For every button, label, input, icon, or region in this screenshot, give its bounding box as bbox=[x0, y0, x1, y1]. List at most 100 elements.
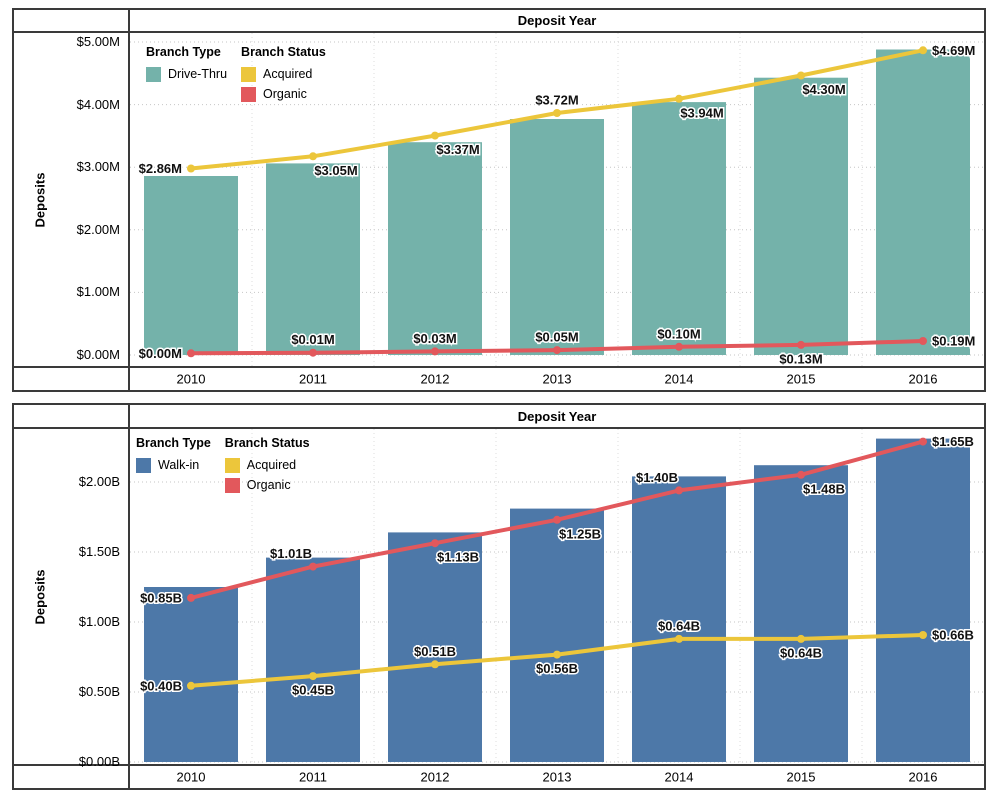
y-tick-label: $1.00M bbox=[76, 284, 120, 300]
y-axis-title: Deposits bbox=[32, 172, 48, 227]
data-label: $1.48B bbox=[803, 481, 845, 496]
y-axis: Deposits $0.00B $0.50B $1.00B $1.50B $2.00B bbox=[14, 429, 130, 769]
legend-item-acquired[interactable]: Acquired bbox=[241, 64, 326, 84]
bar-2012[interactable] bbox=[388, 142, 482, 355]
legend-item-label: Acquired bbox=[263, 67, 313, 81]
legend-item-label: Organic bbox=[246, 478, 291, 492]
data-label: $0.56B bbox=[536, 661, 578, 676]
legend-item-label: Acquired bbox=[246, 458, 297, 472]
y-tick-label: $4.00M bbox=[76, 96, 120, 112]
x-axis: 2010 2011 2012 2013 2014 2015 2016 bbox=[130, 764, 984, 788]
marker-organic-2011[interactable] bbox=[309, 348, 317, 357]
x-tick-label-2011: 2011 bbox=[299, 769, 327, 785]
x-tick-label-2010: 2010 bbox=[176, 371, 206, 387]
marker-organic-2012[interactable] bbox=[431, 539, 439, 548]
marker-acquired-2014[interactable] bbox=[675, 94, 683, 103]
marker-acquired-2015[interactable] bbox=[797, 71, 805, 80]
data-label: $0.40B bbox=[140, 678, 182, 693]
marker-organic-2013[interactable] bbox=[553, 346, 561, 355]
bar-2010[interactable] bbox=[144, 587, 238, 762]
legend-swatch-icon bbox=[241, 86, 257, 102]
y-axis: Deposits $0.00M $1.00M $2.00M $3.00M $4.00M $… bbox=[14, 33, 130, 366]
marker-acquired-2010[interactable] bbox=[187, 164, 195, 173]
marker-organic-2013[interactable] bbox=[553, 515, 561, 524]
bar-2010[interactable] bbox=[144, 176, 238, 355]
legend-branch-status-header: Branch Status bbox=[224, 436, 310, 450]
bar-2013[interactable] bbox=[510, 119, 604, 355]
data-label: $3.05M bbox=[314, 163, 357, 178]
data-label: $3.94M bbox=[680, 105, 723, 120]
data-label: $0.05M bbox=[535, 330, 578, 345]
bar-2012[interactable] bbox=[388, 532, 482, 762]
data-label: $0.13M bbox=[779, 351, 822, 366]
bar-2015[interactable] bbox=[754, 465, 848, 762]
x-tick-label-2012: 2012 bbox=[420, 769, 450, 785]
marker-organic-2014[interactable] bbox=[675, 486, 683, 495]
x-tick-label-2016: 2016 bbox=[908, 371, 938, 387]
bar-2015[interactable] bbox=[754, 77, 848, 355]
plot-svg-drive-thru: $2.86M $3.05M $3.37M $3.72M $3.94M $4.30M $4.6… bbox=[130, 33, 984, 368]
marker-organic-2010[interactable] bbox=[187, 349, 195, 358]
data-label: $0.01M bbox=[291, 332, 334, 347]
data-label: $1.13B bbox=[437, 550, 479, 565]
legend-item-acquired[interactable]: Acquired bbox=[224, 455, 310, 475]
data-label: $1.25B bbox=[559, 526, 601, 541]
data-label: $4.30M bbox=[802, 82, 845, 97]
legend-item-organic[interactable]: Organic bbox=[241, 84, 326, 104]
marker-organic-2015[interactable] bbox=[797, 340, 805, 349]
x-tick-label-2013: 2013 bbox=[542, 769, 572, 785]
bar-2014[interactable] bbox=[632, 102, 726, 355]
legend-branch-type-header: Branch Type bbox=[136, 436, 211, 450]
legend-item-walk-in[interactable]: Walk-in bbox=[136, 455, 211, 475]
marker-organic-2015[interactable] bbox=[797, 470, 805, 479]
marker-organic-2016[interactable] bbox=[919, 337, 927, 345]
marker-acquired-2012[interactable] bbox=[431, 131, 439, 140]
marker-organic-2016[interactable] bbox=[919, 437, 927, 446]
bar-2016[interactable] bbox=[876, 438, 970, 762]
data-label: $1.40B bbox=[636, 470, 678, 485]
marker-acquired-2013[interactable] bbox=[553, 650, 561, 659]
marker-organic-2011[interactable] bbox=[309, 562, 317, 571]
marker-acquired-2011[interactable] bbox=[309, 152, 317, 161]
bar-2011[interactable] bbox=[266, 163, 360, 355]
chart-walk-in: Deposit Year Deposits $0.00B $0.50B $1.00B… bbox=[12, 403, 986, 790]
legend-item-organic[interactable]: Organic bbox=[224, 475, 310, 495]
marker-acquired-2013[interactable] bbox=[553, 109, 561, 117]
marker-acquired-2011[interactable] bbox=[309, 672, 317, 681]
marker-acquired-2016[interactable] bbox=[919, 631, 927, 639]
data-label: $0.66B bbox=[932, 628, 974, 643]
bar-2014[interactable] bbox=[632, 476, 726, 762]
y-tick-label: $0.50B bbox=[78, 684, 120, 699]
marker-organic-2010[interactable] bbox=[187, 593, 195, 602]
plot-area: $2.86M $3.05M $3.37M $3.72M $3.94M $4.30M $4.6… bbox=[130, 33, 984, 368]
data-label: $0.85B bbox=[140, 590, 182, 605]
legend-item-drive-thru[interactable]: Drive-Thru bbox=[146, 64, 227, 84]
marker-organic-2012[interactable] bbox=[431, 347, 439, 356]
marker-organic-2014[interactable] bbox=[675, 342, 683, 351]
data-label: $4.69M bbox=[932, 43, 975, 58]
legend: Branch Type Drive-Thru Branch Status Acq… bbox=[146, 45, 326, 104]
data-label: $0.51B bbox=[414, 644, 456, 659]
legend-item-label: Organic bbox=[263, 87, 307, 101]
bar-2016[interactable] bbox=[876, 49, 970, 356]
marker-acquired-2010[interactable] bbox=[187, 681, 195, 690]
x-axis-corner-cell bbox=[14, 366, 130, 390]
legend-swatch-icon bbox=[241, 66, 257, 82]
marker-acquired-2015[interactable] bbox=[797, 634, 805, 643]
y-tick-label: $2.00B bbox=[78, 474, 120, 489]
legend-item-label: Drive-Thru bbox=[168, 67, 228, 81]
legend-branch-status-header: Branch Status bbox=[241, 45, 326, 59]
y-tick-label: $3.00M bbox=[76, 159, 120, 175]
plot-area: $0.40B $0.45B $0.51B $0.56B $0.64B $0.64B $0.6… bbox=[130, 429, 984, 764]
marker-acquired-2014[interactable] bbox=[675, 634, 683, 643]
marker-acquired-2012[interactable] bbox=[431, 660, 439, 669]
marker-acquired-2016[interactable] bbox=[919, 46, 927, 55]
bar-2013[interactable] bbox=[510, 508, 604, 762]
x-tick-label-2012: 2012 bbox=[420, 371, 450, 387]
bar-2011[interactable] bbox=[266, 557, 360, 762]
legend-item-label: Walk-in bbox=[158, 458, 200, 472]
legend-swatch-icon bbox=[224, 457, 240, 473]
data-label: $1.65B bbox=[932, 434, 974, 449]
data-label: $0.64B bbox=[780, 645, 822, 660]
